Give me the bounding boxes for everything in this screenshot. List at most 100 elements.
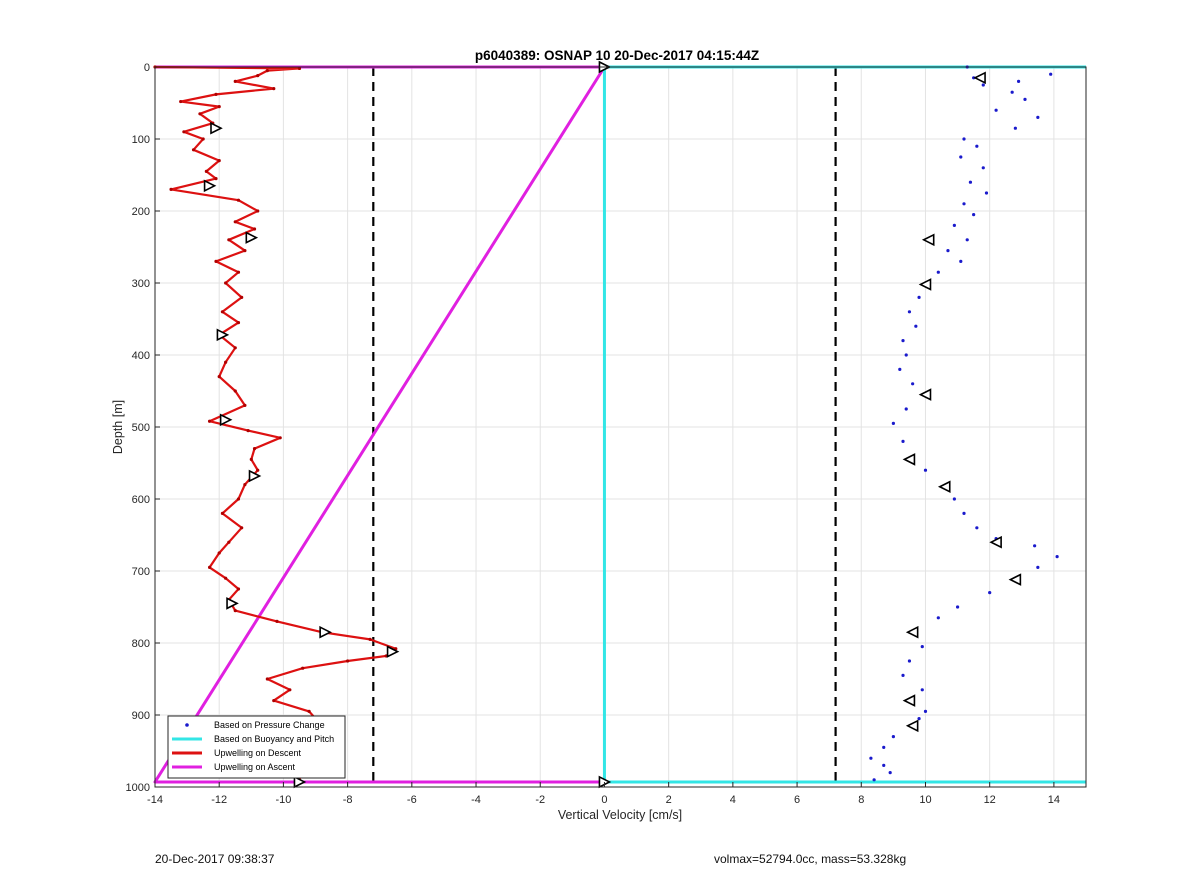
descent-point <box>217 105 221 109</box>
pressure-point <box>1055 555 1059 559</box>
pressure-point <box>907 659 912 663</box>
legend-entry: Based on Buoyancy and Pitch <box>214 734 334 744</box>
x-tick-label: -14 <box>147 794 163 806</box>
descent-point <box>256 209 260 213</box>
descent-point <box>236 497 241 501</box>
descent-point <box>301 666 305 670</box>
descent-point <box>288 688 292 692</box>
footer-timestamp: 20-Dec-2017 09:38:37 <box>155 852 275 866</box>
descent-marker <box>216 328 230 342</box>
x-tick-label: -4 <box>471 794 481 806</box>
descent-point <box>207 565 212 570</box>
pressure-point <box>1036 115 1040 119</box>
pressure-point <box>888 771 892 775</box>
ascent-marker <box>905 625 919 639</box>
descent-marker <box>245 231 259 244</box>
y-tick-label: 400 <box>132 350 150 362</box>
pressure-point <box>1010 90 1014 94</box>
pressure-point <box>891 735 895 739</box>
descent-point <box>191 148 196 152</box>
ticks: -14 -12 -10 -8 -6 -4 -2 0 2 4 6 8 10 12 14 0 100 200 300 40… <box>126 62 1061 806</box>
ascent-marker <box>937 480 951 494</box>
ascent-marker <box>905 719 919 733</box>
reference-lines <box>372 67 837 787</box>
pressure-point <box>962 137 966 141</box>
descent-point <box>233 609 237 613</box>
pressure-point <box>936 616 940 620</box>
pressure-point <box>959 155 963 159</box>
pressure-point <box>898 367 902 371</box>
legend-entry: Upwelling on Ascent <box>214 762 296 772</box>
descent-point <box>201 137 205 141</box>
pressure-point <box>972 213 976 217</box>
descent-point <box>224 576 228 580</box>
pressure-point <box>994 108 998 112</box>
pressure-point <box>981 166 985 170</box>
descent-marker <box>319 625 332 639</box>
descent-point <box>252 227 257 231</box>
descent-marker <box>386 645 400 658</box>
descent-point <box>217 551 221 555</box>
pressure-point <box>920 688 924 692</box>
pressure-point <box>968 180 973 184</box>
descent-point <box>246 429 250 433</box>
legend-swatch <box>185 723 189 727</box>
x-tick-label: -2 <box>535 794 545 806</box>
descent-point <box>217 375 221 379</box>
descent-point <box>179 99 183 104</box>
footer-glider-params: volmax=52794.0cc, mass=53.328kg <box>714 852 907 866</box>
descent-point <box>233 346 237 350</box>
ascent-marker <box>902 453 916 466</box>
x-tick-label: 12 <box>984 794 996 806</box>
descent-point <box>307 709 311 714</box>
pressure-point <box>988 591 992 595</box>
pressure-point <box>975 526 979 530</box>
pressure-point <box>914 324 918 328</box>
pressure-point <box>981 83 985 87</box>
pressure-point <box>901 673 905 678</box>
ascent-marker <box>989 535 1002 549</box>
pressure-point <box>1013 126 1017 130</box>
ascent-marker <box>918 388 932 401</box>
pressure-point <box>1036 565 1040 570</box>
x-tick-label: -6 <box>407 794 417 806</box>
pressure-point <box>904 407 908 411</box>
pressure-point <box>917 295 921 299</box>
x-tick-label: -10 <box>275 794 291 806</box>
y-tick-label: 700 <box>132 566 150 578</box>
pressure-point <box>882 763 886 768</box>
y-axis-label: Depth [m] <box>111 400 125 454</box>
pressure-point <box>936 270 940 274</box>
y-tick-label: 300 <box>132 278 150 290</box>
chart-title: p6040389: OSNAP 10 20-Dec-2017 04:15:44Z <box>475 48 759 63</box>
y-tick-label: 800 <box>132 638 150 650</box>
pressure-point <box>952 497 956 501</box>
descent-point <box>243 403 247 407</box>
ascent-marker <box>902 694 916 707</box>
descent-point <box>265 677 269 681</box>
descent-marker <box>293 775 307 789</box>
descent-marker <box>219 413 233 427</box>
x-tick-label: -8 <box>343 794 353 806</box>
descent-point <box>214 259 218 263</box>
pressure-point <box>917 717 921 721</box>
y-tick-label: 0 <box>144 62 150 74</box>
descent-marker <box>203 179 217 193</box>
pressure-point <box>907 310 912 314</box>
descent-point <box>198 112 202 116</box>
descent-point <box>368 637 372 642</box>
x-tick-label: -12 <box>211 794 227 806</box>
descent-point <box>243 249 247 253</box>
x-tick-label: 0 <box>601 794 607 806</box>
descent-point <box>236 587 241 591</box>
pressure-point <box>901 439 905 443</box>
descent-point <box>252 447 257 451</box>
pressure-point <box>952 223 956 227</box>
x-tick-label: 4 <box>730 794 736 806</box>
pressure-point <box>962 511 966 515</box>
pressure-point <box>920 645 924 649</box>
x-tick-label: 2 <box>666 794 672 806</box>
descent-point <box>297 66 302 71</box>
pressure-point <box>882 745 886 750</box>
descent-point <box>214 92 218 96</box>
